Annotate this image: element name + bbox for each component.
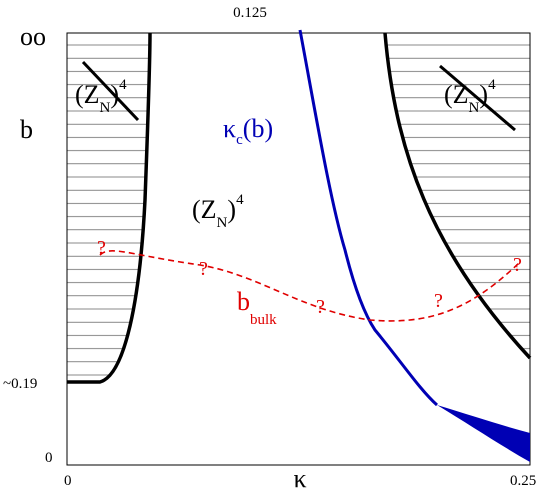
svg-text:(ZN)4: (ZN)4 xyxy=(192,192,244,231)
region-label: (ZN)4 xyxy=(444,77,496,116)
slash xyxy=(81,60,140,122)
y-label: b xyxy=(20,115,33,144)
region-label: (ZN)4 xyxy=(75,77,127,116)
left-boundary xyxy=(67,32,152,384)
critical-wedge xyxy=(437,405,530,462)
bulk-label: bbulk xyxy=(237,287,277,328)
y-top: oo xyxy=(20,22,46,51)
question-mark: ? xyxy=(316,296,325,318)
critical-label: κc(b) xyxy=(223,114,273,148)
region-label: (ZN)4 xyxy=(192,192,244,231)
question-mark: ? xyxy=(513,254,522,276)
y-bottom: 0 xyxy=(45,450,53,466)
question-mark: ? xyxy=(97,237,106,259)
y-mid: ~0.19 xyxy=(3,376,37,392)
x-right: 0.25 xyxy=(510,473,536,489)
x-label: κ xyxy=(293,464,306,491)
frame xyxy=(66,32,531,466)
question-mark: ? xyxy=(199,258,208,280)
svg-text:(ZN)4: (ZN)4 xyxy=(444,77,496,116)
question-mark: ? xyxy=(434,290,443,312)
x-left: 0 xyxy=(64,473,72,489)
top-tick: 0.125 xyxy=(233,5,267,21)
slash xyxy=(439,64,516,132)
right-boundary xyxy=(383,32,532,360)
critical-line xyxy=(298,29,438,407)
svg-text:(ZN)4: (ZN)4 xyxy=(75,77,127,116)
